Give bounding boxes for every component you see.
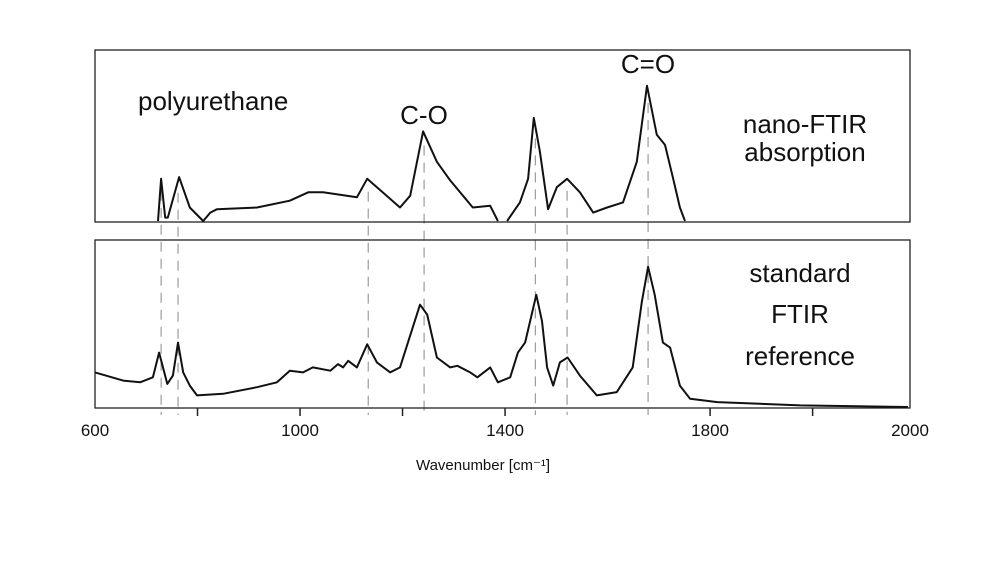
nano-ftir-spectrum-segment-1 (506, 84, 686, 222)
x-tick-label-1800: 1800 (691, 421, 729, 440)
top-panel-label-line2: absorption (744, 137, 865, 167)
annotation-c-o: C-O (400, 100, 448, 130)
x-tick-label-1000: 1000 (281, 421, 319, 440)
reference-ftir-spectrum-segment-0 (94, 265, 908, 408)
x-axis-label: Wavenumber [cm⁻¹] (416, 457, 550, 474)
x-tick-label-600: 600 (81, 421, 109, 440)
spectra (94, 84, 908, 408)
annotation-polyurethane: polyurethane (138, 86, 288, 116)
bottom-panel-label-line2: FTIR (771, 299, 829, 329)
x-axis-ticks: 600 1000 1400 1800 2000 (81, 408, 929, 440)
top-panel-frame (94, 49, 911, 223)
annotation-c-double-o: C=O (621, 49, 675, 79)
bottom-panel-label-line3: reference (745, 341, 855, 371)
top-panel-label-line1: nano-FTIR (743, 109, 867, 139)
dashed-peak-markers (160, 102, 649, 415)
x-tick-label-1400: 1400 (486, 421, 524, 440)
bottom-panel-frame (94, 239, 911, 409)
bottom-panel-label-line1: standard (749, 258, 850, 288)
nano-ftir-spectrum-segment-0 (157, 130, 499, 222)
x-tick-label-2000: 2000 (891, 421, 929, 440)
